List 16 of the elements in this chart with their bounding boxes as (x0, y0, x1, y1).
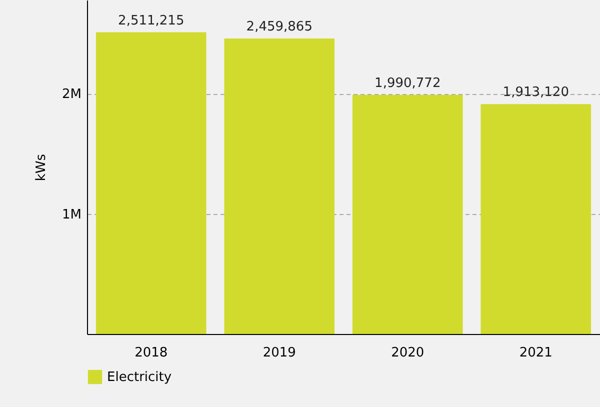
data-label: 2,511,215 (118, 13, 184, 28)
bar (480, 104, 592, 334)
bar (352, 94, 463, 334)
data-label: 2,459,865 (246, 19, 312, 34)
y-axis-title: kWs (34, 154, 50, 182)
bar (96, 32, 206, 334)
x-tick-label: 2021 (519, 346, 552, 360)
x-tick-label: 2018 (134, 346, 168, 360)
x-tick-label: 2020 (391, 346, 424, 360)
x-tick-label: 2019 (262, 346, 296, 360)
y-tick-label: 2M (62, 87, 82, 102)
legend-label: Electricity (107, 370, 172, 385)
data-label: 1,990,772 (374, 76, 441, 91)
bar (224, 38, 335, 334)
data-label: 1,913,120 (502, 85, 569, 100)
y-tick-label: 1M (62, 207, 82, 222)
